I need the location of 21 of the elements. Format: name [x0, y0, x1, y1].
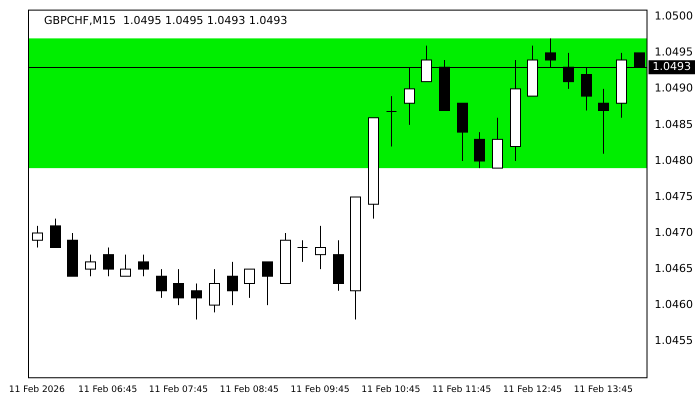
y-tick-label: 1.0485 — [654, 118, 694, 131]
y-tick-label: 1.0480 — [654, 154, 694, 167]
y-tick-label: 1.0495 — [654, 46, 694, 59]
y-tick-label: 1.0460 — [654, 298, 694, 311]
x-tick-label: 11 Feb 08:45 — [220, 384, 279, 395]
x-tick-label: 11 Feb 2026 — [8, 384, 66, 395]
x-tick-label: 11 Feb 10:45 — [361, 384, 420, 395]
y-tick-label: 1.0490 — [654, 82, 694, 95]
y-tick-label: 1.0475 — [654, 190, 694, 203]
ref-line-label: 1.0493 — [652, 60, 692, 74]
chart-title: GBPCHF,M15 1.0495 1.0495 1.0493 1.0493 — [44, 14, 288, 27]
y-tick-label: 1.0500 — [654, 10, 694, 23]
x-tick-label: 11 Feb 06:45 — [78, 384, 138, 395]
x-tick-label: 11 Feb 12:45 — [502, 384, 562, 395]
y-tick-label: 1.0465 — [654, 262, 694, 275]
x-tick-label: 11 Feb 11:45 — [432, 384, 492, 395]
y-tick-label: 1.0455 — [654, 334, 694, 348]
y-tick-label: 1.0470 — [654, 226, 694, 239]
x-tick-label: 11 Feb 13:45 — [574, 384, 633, 395]
x-tick-label: 11 Feb 09:45 — [290, 384, 350, 395]
x-tick-label: 11 Feb 07:45 — [148, 384, 208, 395]
